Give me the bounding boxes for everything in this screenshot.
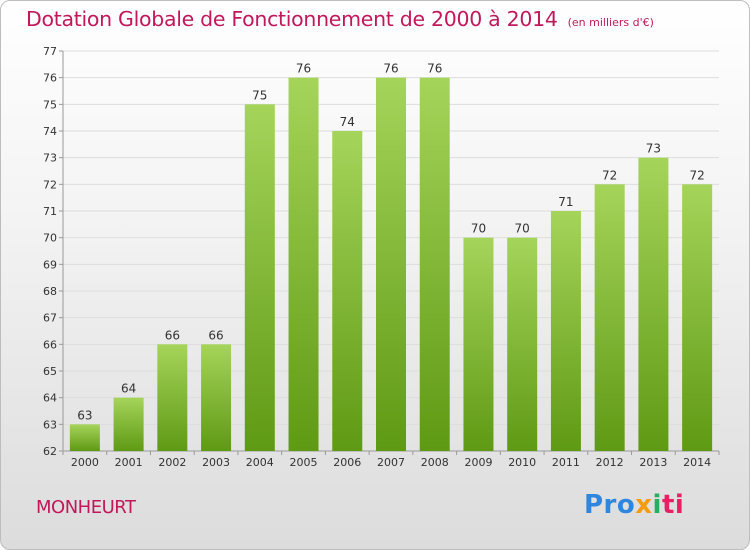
y-tick-label: 73 — [43, 152, 57, 165]
bar — [69, 424, 100, 451]
data-label: 76 — [383, 62, 398, 76]
data-label: 76 — [427, 62, 442, 76]
bars — [69, 77, 713, 452]
data-label: 72 — [689, 168, 704, 182]
x-tick-label: 2010 — [508, 456, 536, 469]
bar — [507, 237, 538, 451]
data-label: 74 — [340, 115, 355, 129]
y-tick-label: 72 — [43, 178, 57, 191]
bar — [244, 104, 275, 451]
x-tick-label: 2006 — [333, 456, 361, 469]
bar — [113, 397, 144, 451]
bar — [682, 184, 713, 452]
bar — [550, 211, 581, 451]
x-tick-label: 2013 — [639, 456, 667, 469]
data-label: 70 — [471, 222, 486, 236]
data-label: 72 — [602, 168, 617, 182]
data-labels: 63 64 66 66 75 76 74 76 76 70 70 71 72 73 72 — [77, 62, 705, 423]
data-label: 66 — [208, 328, 223, 342]
y-tick-label: 64 — [43, 392, 57, 405]
bar — [594, 184, 625, 452]
logo-part-2: x — [635, 490, 653, 520]
y-tick-label: 69 — [43, 258, 57, 271]
x-tick-label: 2001 — [115, 456, 143, 469]
y-tick-label: 71 — [43, 205, 57, 218]
y-tick-label: 63 — [43, 418, 57, 431]
bar — [419, 77, 450, 452]
y-tick-label: 74 — [43, 125, 57, 138]
bar — [201, 344, 232, 451]
y-tick-label: 70 — [43, 232, 57, 245]
x-tick-label: 2008 — [421, 456, 449, 469]
x-tick-label: 2005 — [290, 456, 318, 469]
x-tick-label: 2003 — [202, 456, 230, 469]
data-label: 70 — [515, 222, 530, 236]
data-label: 75 — [252, 88, 267, 102]
data-label: 63 — [77, 408, 92, 422]
y-tick-label: 77 — [43, 45, 57, 58]
x-tick-label: 2011 — [552, 456, 580, 469]
chart-subtitle: (en milliers d'€) — [567, 16, 654, 29]
commune-name: MONHEURT — [36, 497, 136, 518]
bar — [376, 77, 406, 452]
y-tick-label: 76 — [43, 72, 57, 85]
data-label: 71 — [558, 195, 573, 209]
y-tick-label: 68 — [43, 285, 57, 298]
logo-part-1: Pro — [584, 490, 636, 520]
y-tick-label: 65 — [43, 365, 57, 378]
x-tick-label: 2014 — [683, 456, 711, 469]
x-tick-label: 2002 — [158, 456, 186, 469]
bar — [288, 77, 319, 452]
x-tick-label: 2007 — [377, 456, 405, 469]
data-label: 76 — [296, 62, 311, 76]
chart-title-text: Dotation Globale de Fonctionnement de 20… — [26, 7, 558, 31]
y-tick-label: 67 — [43, 312, 57, 325]
bar — [332, 131, 363, 451]
bar — [463, 237, 494, 451]
data-label: 64 — [121, 382, 136, 396]
logo-part-3: i — [652, 490, 662, 520]
proxiti-logo[interactable]: Proxiti — [584, 490, 684, 520]
x-tick-label: 2012 — [596, 456, 624, 469]
y-tick-label: 62 — [43, 445, 57, 458]
x-tick-label: 2009 — [464, 456, 492, 469]
y-tick-label: 75 — [43, 98, 57, 111]
logo-part-4: ti — [661, 490, 685, 520]
bar — [157, 344, 188, 451]
data-label: 73 — [646, 142, 661, 156]
x-tick-label: 2000 — [71, 456, 99, 469]
x-tick-label: 2004 — [246, 456, 274, 469]
bar — [638, 157, 669, 451]
chart-title: Dotation Globale de Fonctionnement de 20… — [26, 7, 654, 31]
y-tick-label: 66 — [43, 338, 57, 351]
data-label: 66 — [165, 328, 180, 342]
